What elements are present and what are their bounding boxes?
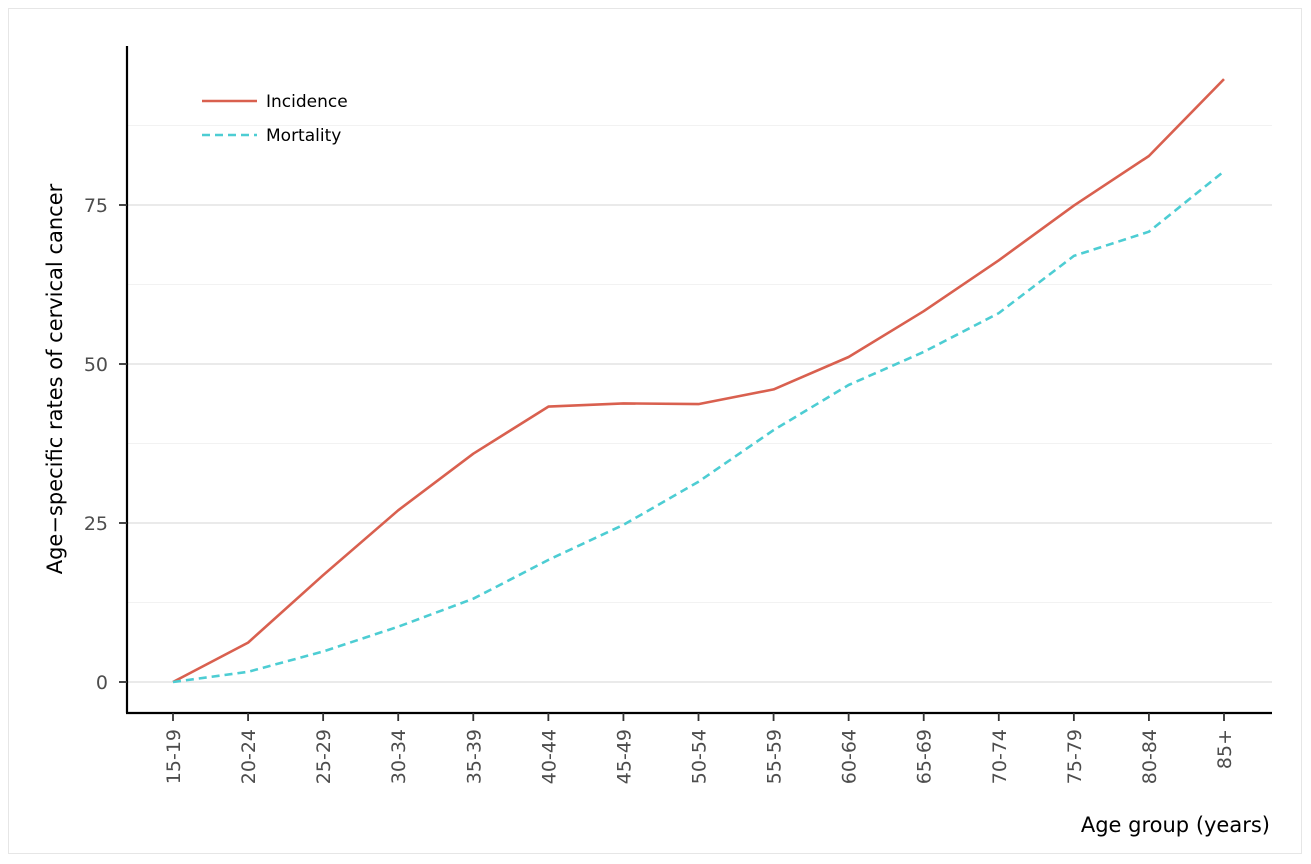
x-ticks: 15-19 20-24 25-29 30-34 35-39 40-44 45-49 50-54… [163,713,1236,784]
y-tick-label: 0 [96,672,108,694]
y-tick-label: 75 [84,195,108,217]
x-tick-label: 15-19 [163,729,185,784]
series-line-mortality [172,170,1225,684]
x-tick-label: 35-39 [463,729,485,784]
x-tick-label: 55-59 [764,729,786,784]
series-line-incidence [172,78,1225,684]
x-tick-label: 40-44 [538,729,560,784]
x-tick-label: 85+ [1214,729,1236,769]
x-tick-label: 45-49 [613,729,635,784]
y-tick-label: 25 [84,513,108,535]
x-tick-label: 25-29 [313,729,335,784]
legend: Incidence Mortality [202,92,348,146]
y-axis-title: Age−specific rates of cervical cancer [43,183,67,574]
x-tick-label: 50-54 [689,729,711,784]
x-tick-label: 30-34 [388,729,410,784]
chart-frame [8,8,1302,854]
y-ticks: 0 25 50 75 [84,195,127,694]
x-tick-label: 65-69 [914,729,936,784]
gridlines [127,125,1272,683]
x-tick-label: 20-24 [238,729,260,784]
x-tick-label: 70-74 [989,729,1011,784]
legend-label-mortality: Mortality [266,126,341,146]
x-tick-label: 75-79 [1064,729,1086,784]
axes [125,46,1272,715]
legend-label-incidence: Incidence [266,92,348,112]
x-axis-title: Age group (years) [1081,813,1270,837]
x-tick-label: 60-64 [839,729,861,784]
series-lines [172,78,1225,684]
y-tick-label: 50 [84,354,108,376]
x-tick-label: 80-84 [1139,729,1161,784]
